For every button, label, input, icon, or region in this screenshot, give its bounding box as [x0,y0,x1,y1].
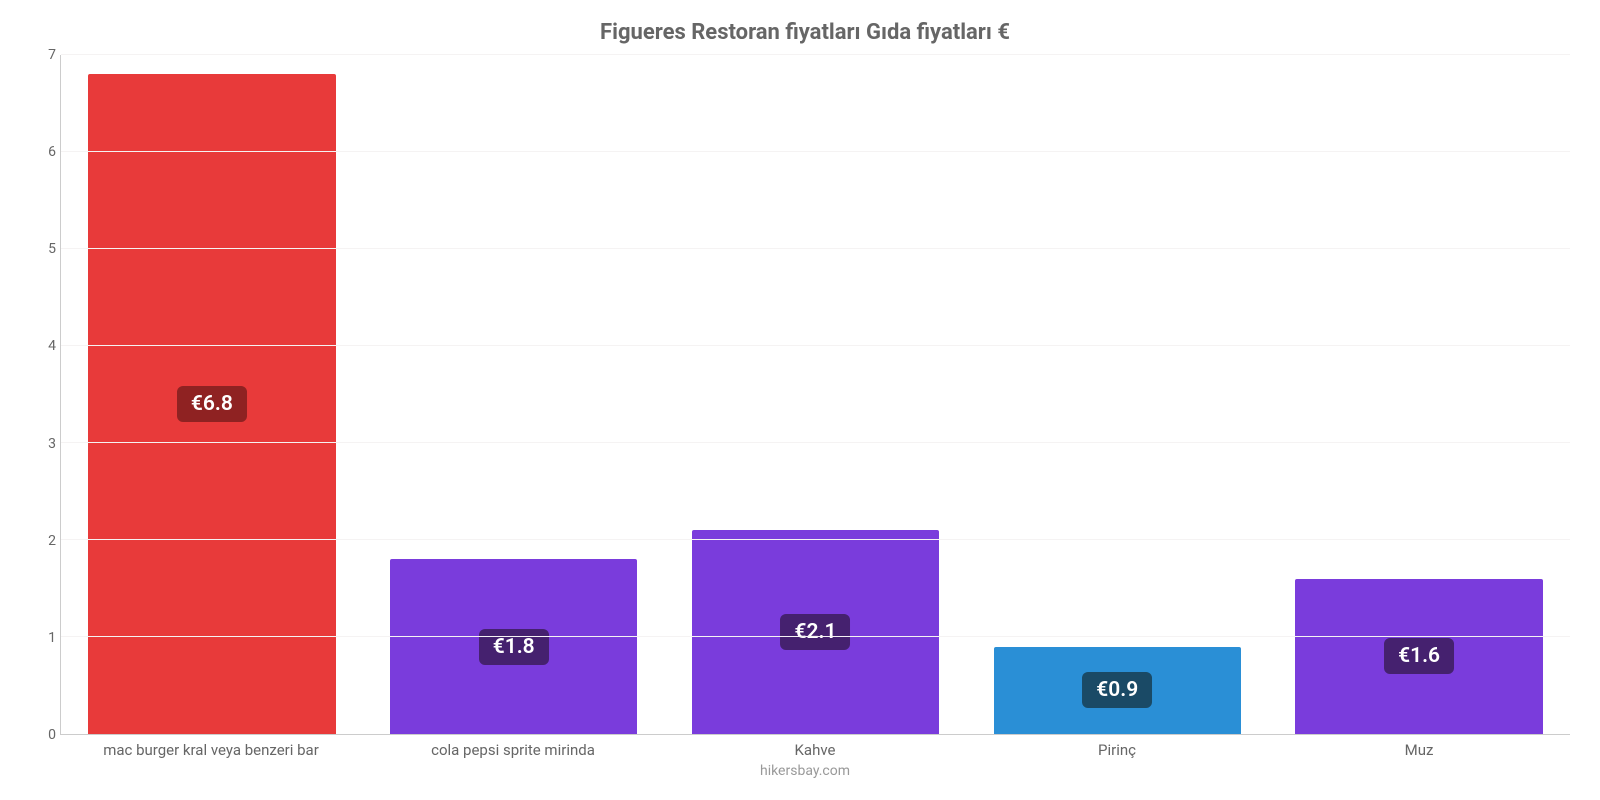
plot-area: €6.8 €1.8 €2.1 €0.9 €1.6 [60,55,1570,735]
x-tick: cola pepsi sprite mirinda [362,741,664,759]
y-tick: 1 [48,630,56,646]
bar-slot: €1.8 [363,55,665,734]
y-tick: 7 [48,47,56,63]
gridline [61,151,1570,152]
bar-slot: €2.1 [665,55,967,734]
bar-value-label: €1.6 [1384,638,1454,674]
y-axis: 01234567 [40,55,60,735]
y-tick: 0 [48,727,56,743]
bar: €1.6 [1295,579,1542,734]
bars-row: €6.8 €1.8 €2.1 €0.9 €1.6 [61,55,1570,734]
y-tick: 3 [48,436,56,452]
y-tick: 5 [48,241,56,257]
gridline [61,248,1570,249]
bar-value-label: €0.9 [1082,672,1152,708]
chart-title: Figueres Restoran fiyatları Gıda fiyatla… [40,20,1570,45]
x-tick: Muz [1268,741,1570,759]
y-tick: 4 [48,338,56,354]
gridline [61,345,1570,346]
y-tick: 6 [48,144,56,160]
bar: €0.9 [994,647,1241,734]
bar-value-label: €1.8 [479,629,549,665]
y-tick: 2 [48,533,56,549]
chart-container: Figueres Restoran fiyatları Gıda fiyatla… [0,0,1600,800]
bar: €1.8 [390,559,637,734]
bar-slot: €6.8 [61,55,363,734]
bar: €2.1 [692,530,939,734]
bar-slot: €1.6 [1268,55,1570,734]
x-tick: Kahve [664,741,966,759]
plot-wrapper: 01234567 €6.8€1.8€2.1€0.9€1.6 [40,55,1570,735]
gridline [61,636,1570,637]
chart-footer: hikersbay.com [40,763,1570,779]
bar-value-label: €6.8 [177,386,247,422]
bar-value-label: €2.1 [781,614,851,650]
gridline [61,54,1570,55]
x-axis: mac burger kral veya benzeri barcola pep… [60,741,1570,759]
bar-slot: €0.9 [966,55,1268,734]
x-tick: mac burger kral veya benzeri bar [60,741,362,759]
gridline [61,539,1570,540]
x-tick: Pirinç [966,741,1268,759]
gridline [61,442,1570,443]
